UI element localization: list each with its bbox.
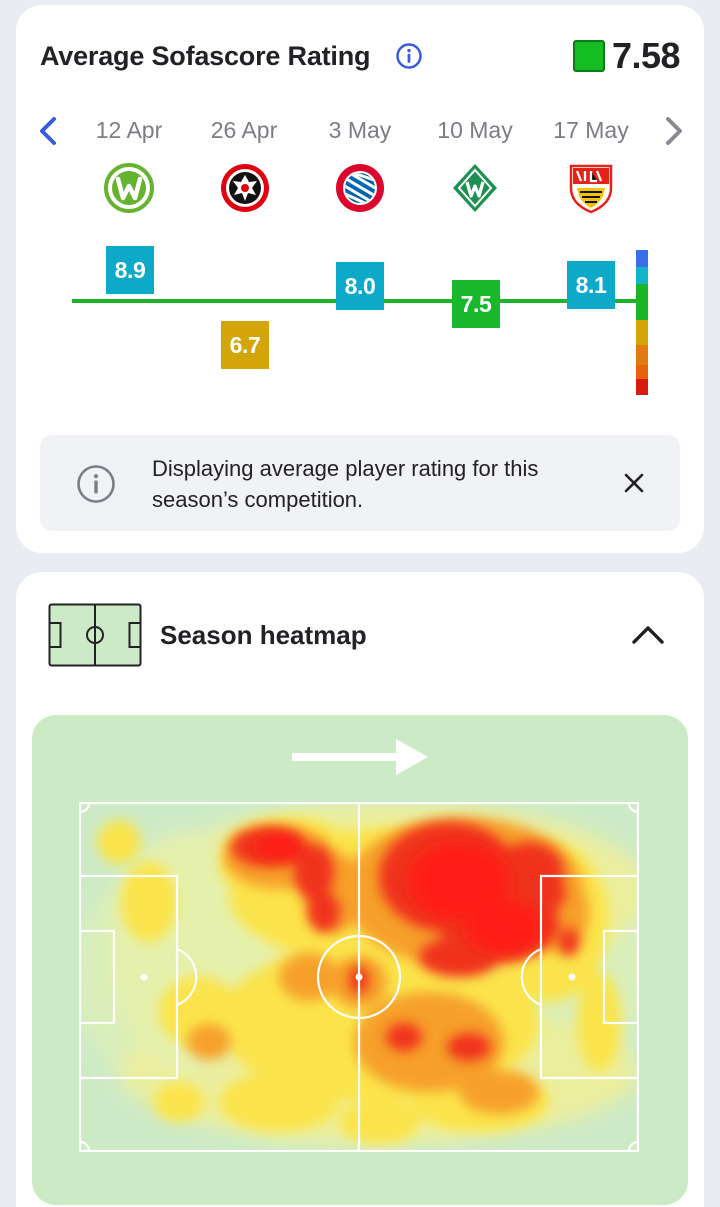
match-date[interactable]: 3 May — [328, 117, 392, 143]
match-rating[interactable]: 8.0 — [336, 262, 384, 310]
match-date[interactable]: 17 May — [553, 117, 629, 143]
heatmap-card: Season heatmap — [16, 572, 704, 1207]
wolfsburg-crest[interactable] — [103, 162, 155, 214]
average-rating-value: 7.58 — [612, 35, 681, 76]
vfb-stuttgart-crest[interactable] — [565, 162, 617, 214]
heatmap-pitch — [79, 802, 639, 1152]
match-date[interactable]: 10 May — [437, 117, 513, 143]
heatmap-panel — [32, 715, 688, 1205]
match-rating[interactable]: 7.5 — [452, 280, 500, 328]
heatmap-title: Season heatmap — [160, 620, 367, 650]
rating-color-scale — [636, 250, 648, 395]
bayern-munchen-crest[interactable] — [334, 162, 386, 214]
notice-text: Displaying average player rating for thi… — [152, 456, 539, 512]
match-rating[interactable]: 8.1 — [567, 261, 615, 309]
match-date[interactable]: 26 Apr — [210, 117, 278, 143]
rating-title: Average Sofascore Rating — [40, 41, 371, 71]
eintracht-frankfurt-crest[interactable] — [219, 162, 271, 214]
werder-bremen-crest[interactable] — [449, 162, 501, 214]
rating-notice: Displaying average player rating for thi… — [40, 435, 680, 531]
close-icon[interactable] — [622, 471, 646, 495]
match-date[interactable]: 12 Apr — [95, 117, 163, 143]
info-circle-icon — [77, 465, 115, 503]
average-rating-swatch — [573, 40, 605, 72]
info-icon[interactable] — [395, 42, 423, 70]
chevron-right-icon[interactable] — [658, 113, 688, 149]
chevron-left-icon[interactable] — [34, 113, 64, 149]
match-rating[interactable]: 8.9 — [106, 246, 154, 294]
arrow-right-icon — [292, 739, 428, 775]
match-rating[interactable]: 6.7 — [221, 321, 269, 369]
pitch-icon — [48, 603, 142, 667]
rating-card: Average Sofascore Rating 7.58 12 Apr 26 … — [16, 5, 704, 553]
chevron-up-icon[interactable] — [630, 620, 666, 648]
